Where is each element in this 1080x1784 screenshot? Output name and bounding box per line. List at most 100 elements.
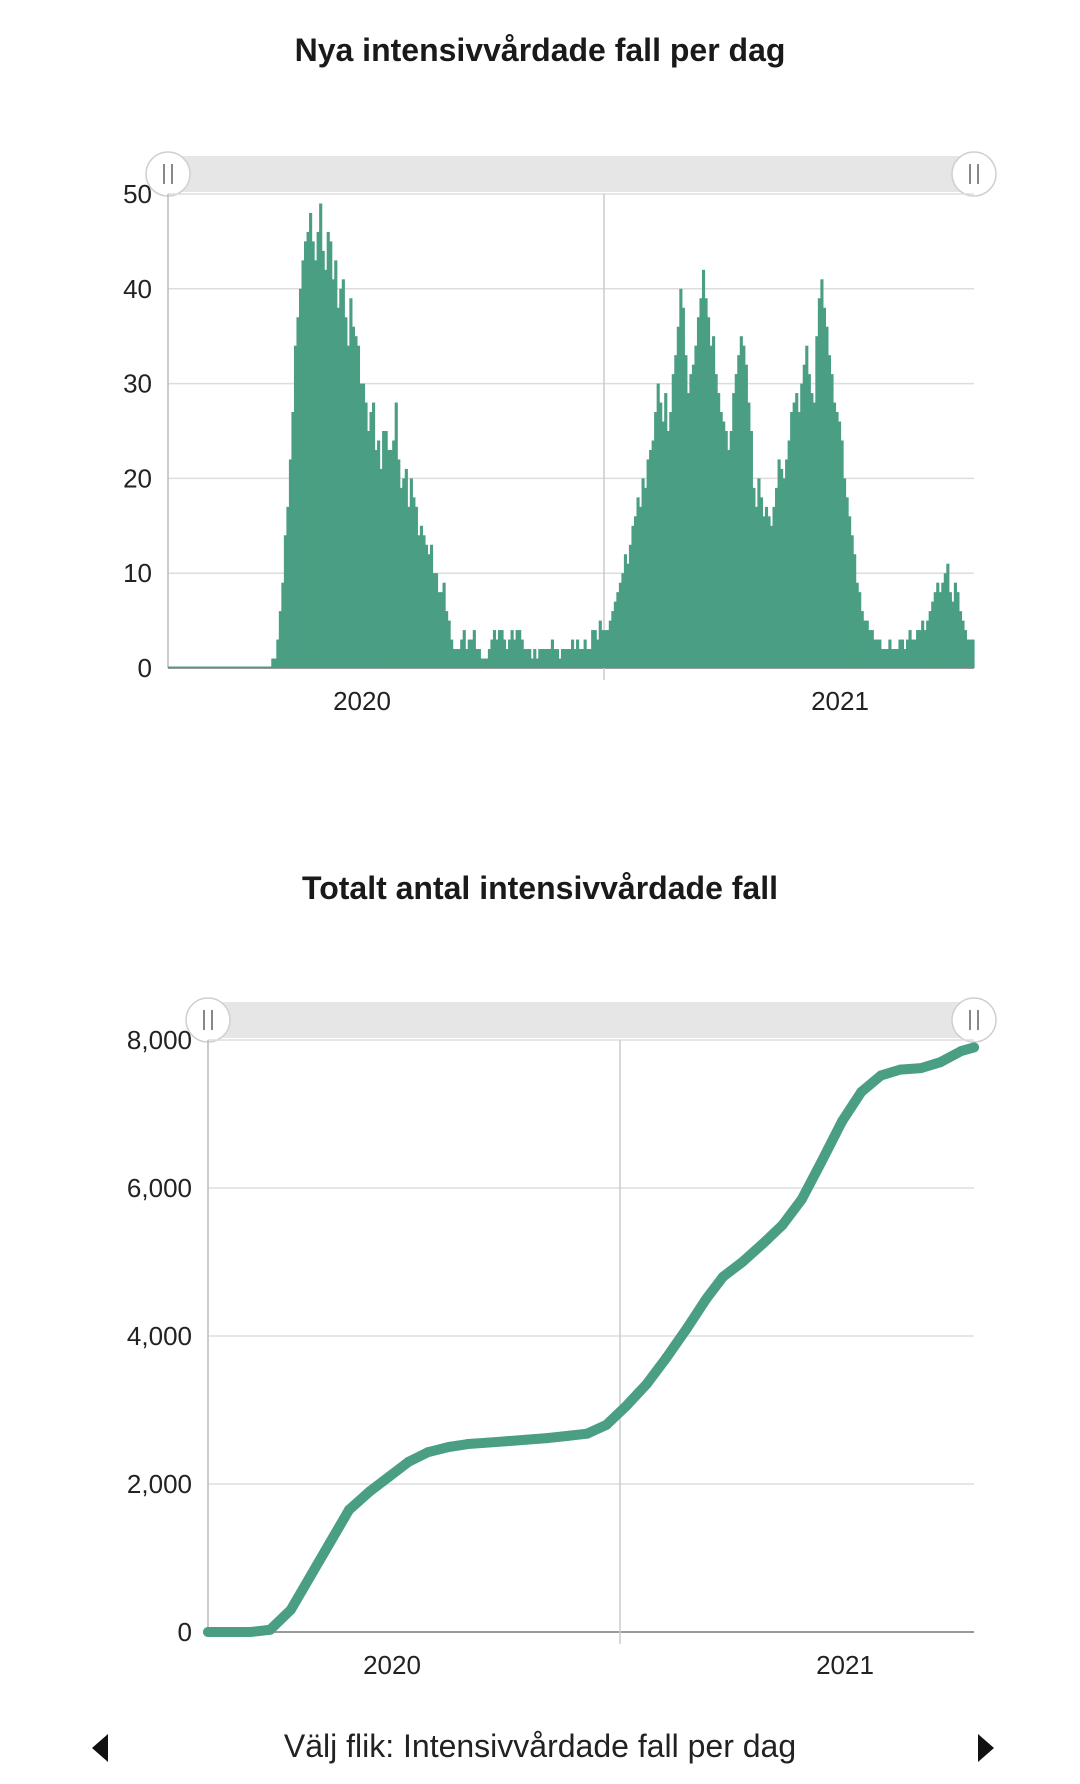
bar — [734, 374, 738, 668]
bar — [565, 649, 570, 668]
bar — [661, 421, 665, 668]
bar — [472, 630, 476, 668]
bar — [707, 317, 711, 668]
bar — [354, 336, 358, 668]
bar — [497, 630, 502, 668]
bar — [898, 639, 902, 668]
bar — [674, 355, 678, 668]
bar — [616, 592, 620, 668]
bar — [450, 639, 454, 668]
bar — [188, 666, 192, 668]
bar — [822, 307, 826, 668]
data-point — [620, 1401, 631, 1412]
navigator-track[interactable] — [208, 1002, 974, 1038]
handle-knob — [185, 997, 231, 1043]
data-point — [956, 1046, 967, 1057]
data-point — [483, 1437, 494, 1448]
navigator-track[interactable] — [168, 156, 974, 192]
bar — [417, 535, 421, 668]
bar — [372, 402, 376, 668]
bar — [699, 298, 703, 668]
bar — [382, 431, 386, 668]
bar — [407, 506, 411, 668]
bar — [623, 554, 628, 668]
caret-right-icon[interactable] — [978, 1734, 994, 1762]
data-point — [701, 1294, 712, 1304]
bar — [958, 611, 963, 668]
bar — [649, 449, 653, 668]
bar — [553, 649, 557, 668]
bar — [916, 630, 920, 668]
bar — [190, 666, 194, 668]
bar — [218, 666, 222, 668]
bar — [613, 601, 617, 668]
navigator-handle-right[interactable] — [951, 997, 997, 1043]
bar — [598, 620, 602, 668]
bar — [429, 544, 434, 668]
bar — [513, 639, 517, 668]
caret-left-icon[interactable] — [92, 1734, 108, 1762]
data-point — [503, 1436, 514, 1447]
bar — [273, 658, 277, 668]
bar — [230, 666, 235, 668]
data-point — [661, 1353, 672, 1364]
data-point — [915, 1063, 926, 1074]
bar — [500, 630, 504, 668]
bar — [288, 459, 293, 668]
bar — [251, 666, 255, 668]
bar — [588, 649, 592, 668]
navigator-handle-left[interactable] — [145, 151, 191, 197]
tab-selector-label: Välj flik: Intensivvårdade fall per dag — [283, 1728, 797, 1764]
bar — [316, 231, 320, 669]
bar — [374, 449, 378, 668]
bar — [938, 592, 942, 668]
navigator-handle-right[interactable] — [951, 151, 997, 197]
bar — [754, 506, 758, 668]
bar — [543, 649, 547, 668]
bar — [717, 393, 721, 668]
bar — [173, 666, 177, 668]
chart-title-cumulative: Totalt antal intensivvårdade fall — [302, 870, 778, 906]
bar — [737, 355, 741, 668]
bar — [628, 544, 633, 668]
bar — [241, 666, 245, 668]
x-tick-label: 2021 — [816, 1650, 874, 1680]
bar — [880, 649, 884, 668]
bar — [258, 666, 262, 668]
bar — [666, 431, 670, 668]
bar — [467, 639, 471, 668]
bar — [455, 649, 459, 668]
bar — [193, 666, 197, 668]
bar — [611, 611, 615, 668]
data-point — [265, 1624, 276, 1635]
bar — [185, 666, 189, 668]
data-point — [717, 1271, 728, 1282]
bar — [266, 666, 270, 668]
data-point — [796, 1194, 807, 1205]
bar — [764, 506, 769, 668]
bar — [281, 582, 285, 668]
bar — [837, 421, 842, 668]
bar — [324, 269, 328, 668]
data-point — [384, 1471, 395, 1482]
bar — [895, 649, 900, 668]
bar — [900, 639, 905, 668]
bar — [261, 666, 265, 668]
bar — [487, 649, 491, 668]
bar — [709, 345, 713, 668]
data-point — [969, 1042, 979, 1053]
bar — [659, 402, 663, 668]
bar — [419, 525, 423, 668]
bar — [749, 431, 753, 668]
bar — [170, 666, 174, 668]
bar — [873, 639, 877, 668]
bar — [246, 666, 250, 668]
bar — [248, 666, 252, 668]
bar — [918, 630, 922, 668]
navigator-handle-left[interactable] — [185, 997, 231, 1043]
bar — [800, 383, 804, 668]
bar — [858, 592, 862, 668]
bar — [890, 649, 894, 668]
bar — [392, 440, 396, 668]
data-point — [364, 1486, 375, 1497]
